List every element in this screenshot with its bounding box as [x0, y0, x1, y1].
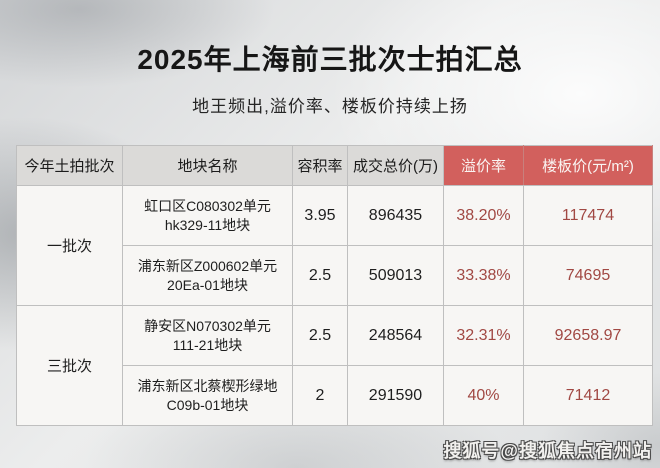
col-header-premium-rate: 溢价率: [443, 145, 524, 186]
col-header-batch: 今年土拍批次: [16, 145, 123, 186]
plot-name-line1: 静安区N070302单元: [144, 317, 271, 334]
plot-name-line2: 20Ea-01地块: [167, 276, 248, 293]
col-header-floor-price: 楼板价(元/m²): [523, 145, 653, 186]
plot-name-line1: 浦东新区Z000602单元: [137, 257, 278, 274]
premium-rate-value: 33.38%: [443, 245, 524, 306]
far-value: 2: [292, 365, 348, 426]
plot-name-line2: C09b-01地块: [166, 396, 249, 413]
page-title: 2025年上海前三批次士拍汇总: [137, 44, 523, 75]
far-value: 3.95: [292, 185, 348, 246]
table-row: 三批次 静安区N070302单元 111-21地块 2.5 248564 32.…: [16, 305, 653, 426]
floor-price-value: 92658.97: [523, 305, 653, 366]
table-row: 一批次 虹口区C080302单元 hk329-11地块 3.95 896435 …: [16, 185, 653, 306]
plot-name-line1: 浦东新区北蔡楔形绿地: [137, 377, 278, 394]
far-value: 2.5: [292, 245, 348, 306]
batch-label-first: 一批次: [16, 185, 123, 306]
plot-name-line1: 虹口区C080302单元: [144, 197, 271, 214]
total-price-value: 248564: [347, 305, 444, 366]
sohu-watermark: 搜狐号@搜狐焦点宿州站: [443, 441, 652, 461]
table-row: 浦东新区北蔡楔形绿地 C09b-01地块 2 291590 40% 71412: [17, 365, 653, 426]
plot-name: 浦东新区北蔡楔形绿地 C09b-01地块: [122, 365, 293, 426]
plot-name-line2: 111-21地块: [172, 336, 243, 353]
col-header-plot-name: 地块名称: [122, 145, 293, 186]
total-price-value: 291590: [347, 365, 444, 426]
premium-rate-value: 32.31%: [443, 305, 524, 366]
far-value: 2.5: [292, 305, 348, 366]
total-price-value: 896435: [347, 185, 444, 246]
floor-price-value: 117474: [523, 185, 653, 246]
plot-name: 静安区N070302单元 111-21地块: [122, 305, 293, 366]
floor-price-value: 71412: [523, 365, 653, 426]
plot-name: 浦东新区Z000602单元 20Ea-01地块: [122, 245, 293, 306]
floor-price-value: 74695: [523, 245, 653, 306]
land-auction-table: 今年土拍批次 地块名称 容积率 成交总价(万) 溢价率 楼板价(元/m²) 一批…: [16, 145, 653, 426]
premium-rate-value: 38.20%: [443, 185, 524, 246]
col-header-total-price: 成交总价(万): [347, 145, 444, 186]
plot-name: 虹口区C080302单元 hk329-11地块: [122, 185, 293, 246]
plot-name-line2: hk329-11地块: [164, 216, 251, 233]
table-header-row: 今年土拍批次 地块名称 容积率 成交总价(万) 溢价率 楼板价(元/m²): [16, 145, 653, 186]
table-row: 浦东新区Z000602单元 20Ea-01地块 2.5 509013 33.38…: [17, 245, 653, 306]
batch-label-third: 三批次: [16, 305, 123, 426]
col-header-far: 容积率: [292, 145, 348, 186]
premium-rate-value: 40%: [443, 365, 524, 426]
page-subtitle: 地王频出,溢价率、楼板价持续上扬: [192, 97, 468, 116]
total-price-value: 509013: [347, 245, 444, 306]
